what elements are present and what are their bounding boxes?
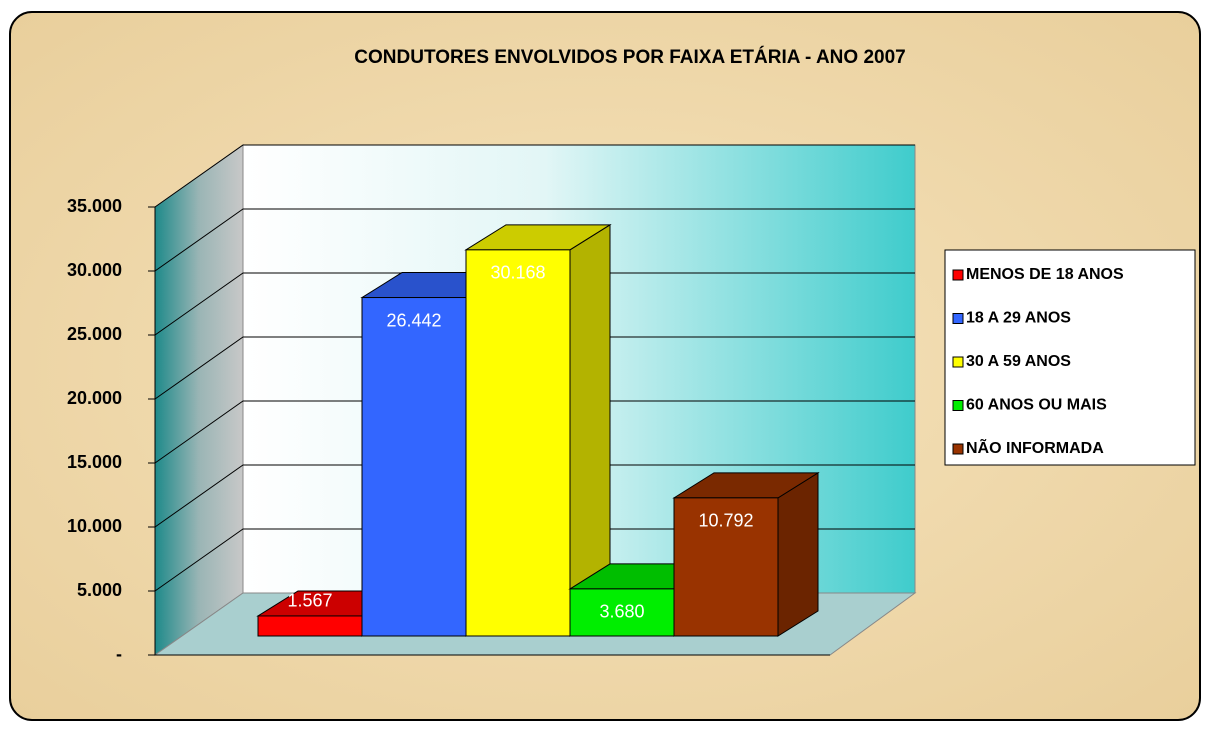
y-tick-label: 20.000 [67, 388, 122, 408]
y-tick-label: 30.000 [67, 260, 122, 280]
legend [944, 249, 1196, 466]
grid-line [154, 208, 915, 272]
legend-swatch [952, 443, 964, 455]
bar [257, 615, 363, 637]
legend-swatch [952, 400, 964, 411]
y-tick-label: 15.000 [67, 452, 122, 472]
value-label: 1.567 [287, 591, 332, 611]
y-tick-label: 25.000 [67, 324, 122, 344]
value-label: 3.680 [599, 602, 644, 622]
legend-swatch [952, 269, 964, 281]
legend-swatch [952, 356, 964, 368]
chart-title: CONDUTORES ENVOLVIDOS POR FAIXA ETÁRIA -… [354, 46, 905, 68]
value-label: 26.442 [386, 310, 441, 330]
y-tick-label: 5.000 [77, 580, 122, 600]
legend-label: MENOS DE 18 ANOS [966, 266, 1124, 283]
grid-line [154, 272, 915, 336]
legend-label: 18 A 29 ANOS [966, 310, 1071, 327]
grid-line [154, 336, 915, 400]
legend-swatch [952, 313, 964, 324]
legend-label: 30 A 59 ANOS [966, 353, 1071, 370]
legend-label: NÃO INFORMADA [966, 437, 1104, 457]
value-label: 30.168 [490, 263, 545, 283]
bar [465, 249, 571, 637]
side-wall [154, 144, 244, 656]
y-tick-label: 35.000 [67, 196, 122, 216]
bar-side [777, 471, 819, 637]
bar [361, 297, 467, 637]
value-label: 10.792 [698, 511, 753, 531]
grid-line [154, 464, 915, 528]
grid-line [154, 400, 915, 464]
legend-label: 60 ANOS OU MAIS [966, 397, 1107, 414]
y-tick-label: 10.000 [67, 516, 122, 536]
grid-line [154, 144, 915, 208]
y-tick-label: - [116, 644, 122, 664]
bar [673, 497, 779, 637]
